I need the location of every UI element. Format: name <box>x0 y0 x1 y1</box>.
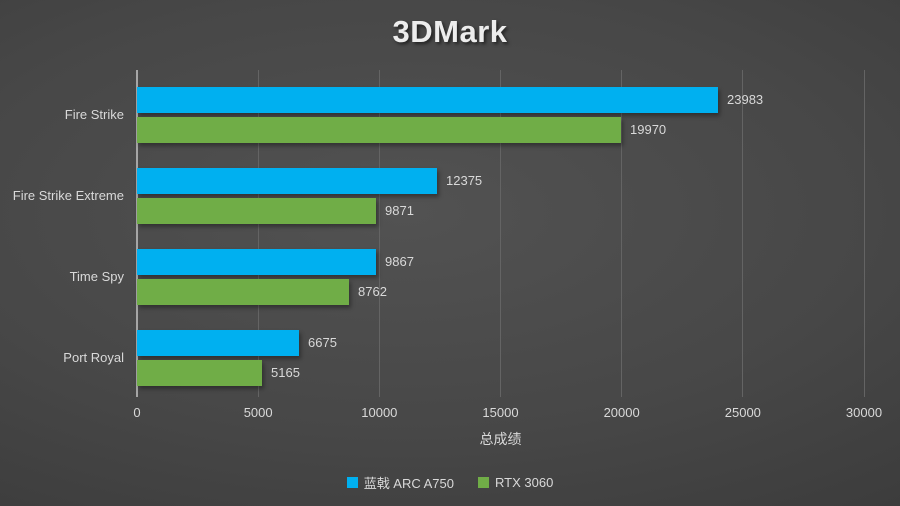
x-tick-label: 20000 <box>603 405 640 420</box>
legend-label: RTX 3060 <box>495 475 554 490</box>
bar-蓝戟-arc-a750 <box>137 330 299 356</box>
x-tick-label: 0 <box>133 405 141 420</box>
category-label: Fire Strike <box>64 107 124 122</box>
gridline <box>257 70 259 397</box>
plot-area: 23983 19970 12375 9871 9867 8762 6675 5165 <box>136 70 865 397</box>
y-axis-line <box>136 70 138 397</box>
legend: 蓝戟 ARC A750 RTX 3060 <box>0 473 900 492</box>
x-tick-label: 10000 <box>361 405 398 420</box>
bar-蓝戟-arc-a750 <box>137 168 437 194</box>
value-label: 6675 <box>308 335 337 350</box>
legend-swatch <box>346 477 358 488</box>
legend-swatch <box>478 477 490 488</box>
value-label: 19970 <box>630 122 667 137</box>
value-label: 23983 <box>727 92 764 107</box>
x-tick-label: 5000 <box>243 405 273 420</box>
legend-item: 蓝戟 ARC A750 <box>346 473 455 492</box>
category-label: Port Royal <box>63 350 124 365</box>
chart-title: 3DMark <box>392 14 508 49</box>
gridline <box>742 70 744 397</box>
x-tick-label: 15000 <box>482 405 519 420</box>
category-label: Fire Strike Extreme <box>12 188 124 203</box>
bar-rtx-3060 <box>137 279 349 305</box>
value-label: 9871 <box>385 203 414 218</box>
bar-rtx-3060 <box>137 198 376 224</box>
x-axis-title: 总成绩 <box>479 431 522 447</box>
x-tick-label: 30000 <box>845 405 883 420</box>
legend-item: RTX 3060 <box>478 475 553 490</box>
x-tick-label: 25000 <box>724 405 761 420</box>
value-label: 12375 <box>446 173 483 188</box>
gridline <box>378 70 380 397</box>
bar-蓝戟-arc-a750 <box>137 249 376 275</box>
bar-rtx-3060 <box>137 117 621 143</box>
gridline <box>863 70 865 397</box>
bar-rtx-3060 <box>137 360 262 386</box>
value-label: 9867 <box>385 254 414 269</box>
bar-蓝戟-arc-a750 <box>137 87 718 113</box>
legend-label: 蓝戟 ARC A750 <box>363 476 455 491</box>
category-label: Time Spy <box>69 269 124 284</box>
value-label: 8762 <box>358 284 387 299</box>
gridline <box>500 70 501 397</box>
gridline <box>621 70 623 397</box>
value-label: 5165 <box>271 365 300 380</box>
